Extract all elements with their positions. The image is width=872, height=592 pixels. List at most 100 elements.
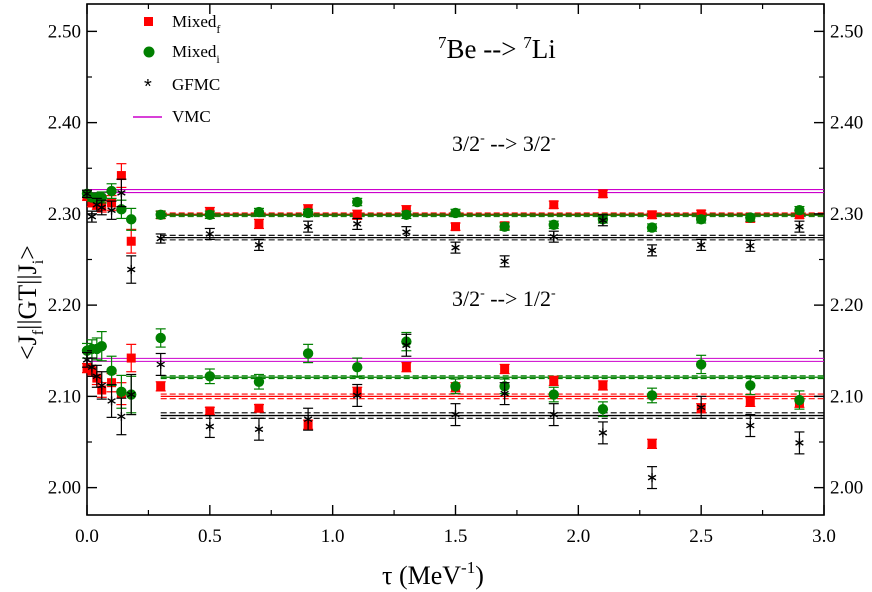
gfmc-point [647,245,657,255]
x-axis-title: τ (MeV-1) [382,558,484,590]
gfmc-point [126,265,136,275]
y-tick-label-right: 2.20 [830,295,863,316]
gfmc-point [598,428,608,438]
y-tick-label: 2.30 [48,204,81,225]
y-tick-label: 2.00 [48,478,81,499]
mixed-f-point [500,364,510,374]
y-tick-label-right: 2.30 [830,204,863,225]
mixed-i-point [548,219,559,231]
gfmc-point [254,424,264,434]
mixed-f-point [696,209,706,219]
mixed-i-point [646,390,658,401]
legend-label-vmc: VMC [172,107,211,126]
x-tick-label: 0.0 [75,526,99,547]
gfmc-point [549,232,559,242]
gfmc-point [97,202,106,212]
mixed-f-point [401,362,411,372]
mixed-i-point [155,209,166,220]
y-tick-label-right: 2.40 [830,113,863,134]
mixed-f-point [549,200,559,210]
mixed-i-point [116,386,127,398]
mixed-i-point [401,209,412,220]
y-tick-label-right: 2.10 [830,386,863,407]
mixed-f-point [549,376,559,386]
gfmc-point [451,410,460,420]
gfmc-point [696,402,706,412]
mixed-i-point [450,381,461,392]
mixed-i-point [745,212,756,223]
y-tick-label: 2.10 [48,386,81,407]
mixed-i-point [106,365,117,377]
legend-marker-mixed-i [143,46,155,58]
gfmc-point [500,256,509,266]
gfmc-point [156,234,165,244]
gfmc-point [795,438,804,448]
gfmc-point [451,243,460,253]
mixed-i-point [302,348,314,359]
mixed-i-point [745,380,756,391]
x-tick-label: 1.0 [321,526,345,547]
mixed-f-point [126,353,136,363]
mixed-f-point [254,403,264,413]
y-tick-label: 2.20 [48,295,81,316]
gfmc-point [696,240,706,250]
gfmc-point [156,359,165,369]
mixed-f-point [87,198,97,208]
mixed-i-point [597,403,609,415]
y-tick-label-right: 2.00 [830,478,863,499]
annotation-transition-2: 3/2- --> 1/2- [452,286,556,311]
gfmc-point [254,240,264,250]
gfmc-point [97,380,106,390]
gfmc-point [352,390,362,400]
y-tick-label-right: 2.50 [830,21,863,42]
gfmc-point [549,410,559,420]
gfmc-point [402,340,411,350]
mixed-i-point [695,359,707,370]
mixed-i-point [352,361,363,373]
mixed-i-point [106,185,117,197]
mixed-i-point [204,209,216,220]
mixed-f-point [82,363,92,373]
mixed-i-point [253,206,265,218]
gfmc-point [303,222,313,232]
legend-marker-gfmc: * [144,76,152,98]
legend-label-gfmc: GFMC [172,75,220,94]
mixed-f-point [254,219,264,229]
gfmc-point [746,421,755,431]
gfmc-point [107,205,116,215]
legend: Mixedf Mixedi * GFMC VMC [133,12,220,126]
gfmc-point [402,227,411,237]
mixed-f-point [451,222,460,232]
mixed-i-point [96,340,107,352]
gfmc-point [117,188,126,198]
mixed-f-point [598,189,608,199]
gfmc-point [746,241,755,251]
gfmc-point [92,371,102,381]
gfmc-point [82,189,92,199]
x-tick-label: 0.5 [198,526,222,547]
mixed-i-point [352,196,363,208]
mixed-i-point [794,394,805,406]
gfmc-point [205,229,215,239]
legend-label-mixed-i: Mixedi [172,42,220,66]
gfmc-point [598,215,608,225]
legend-label-mixed-f: Mixedf [172,12,220,36]
mixed-i-point [302,207,314,219]
mixed-i-point [155,332,166,344]
mixed-i-point [646,222,658,233]
mixed-f-point [647,210,657,220]
mixed-f-point [126,236,136,246]
gfmc-point [117,411,126,421]
gfmc-point [795,222,804,232]
chart-title: 7Be --> 7Li [438,33,556,64]
gfmc-point [205,421,215,431]
axis-ticks: 0.0 0.5 1.0 1.5 2.0 2.5 3.0 2.00 2.00 2.10 2.10 2.2… [48,4,863,547]
gfmc-point [352,219,362,229]
x-tick-label: 3.0 [812,526,836,547]
mixed-i-point [450,207,461,219]
gfmc-point [500,389,509,399]
legend-marker-mixed-f [144,17,153,26]
y-tick-label: 2.50 [48,21,81,42]
mixed-i-point [695,214,707,225]
mixed-f-point [647,439,657,449]
